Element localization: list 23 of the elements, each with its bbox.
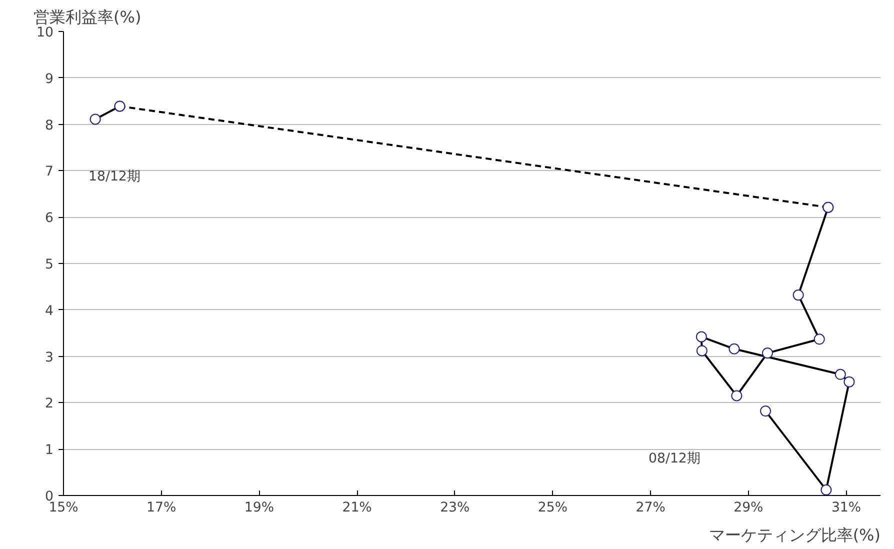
x-tick-label: 27% bbox=[636, 500, 666, 516]
y-tick-label: 9 bbox=[45, 72, 54, 87]
y-tick-label: 7 bbox=[45, 164, 54, 180]
y-tick-label: 3 bbox=[45, 350, 54, 366]
y-tick-label: 4 bbox=[45, 304, 54, 319]
annotation: 08/12期 bbox=[648, 452, 700, 466]
y-tick-label: 5 bbox=[45, 258, 54, 272]
x-tick-label: 21% bbox=[342, 500, 372, 516]
y-tick-label: 8 bbox=[45, 118, 54, 134]
x-tick-label: 29% bbox=[734, 500, 764, 516]
y-tick-label: 2 bbox=[45, 396, 54, 412]
x-tick-label: 23% bbox=[440, 500, 470, 516]
y-tick-label: 10 bbox=[36, 26, 54, 40]
x-tick-label: 17% bbox=[146, 500, 176, 516]
y-axis-title: 営業利益率(%) bbox=[34, 8, 142, 26]
x-tick-label: 25% bbox=[538, 500, 568, 516]
x-tick-label: 31% bbox=[831, 500, 862, 516]
x-tick-label: 19% bbox=[244, 500, 274, 516]
y-tick-label: 6 bbox=[45, 211, 54, 226]
x-tick-label: 15% bbox=[48, 500, 78, 516]
x-axis-title: マーケティング比率(%) bbox=[708, 526, 880, 544]
annotation: 18/12期 bbox=[88, 170, 140, 184]
y-tick-label: 1 bbox=[45, 443, 54, 458]
